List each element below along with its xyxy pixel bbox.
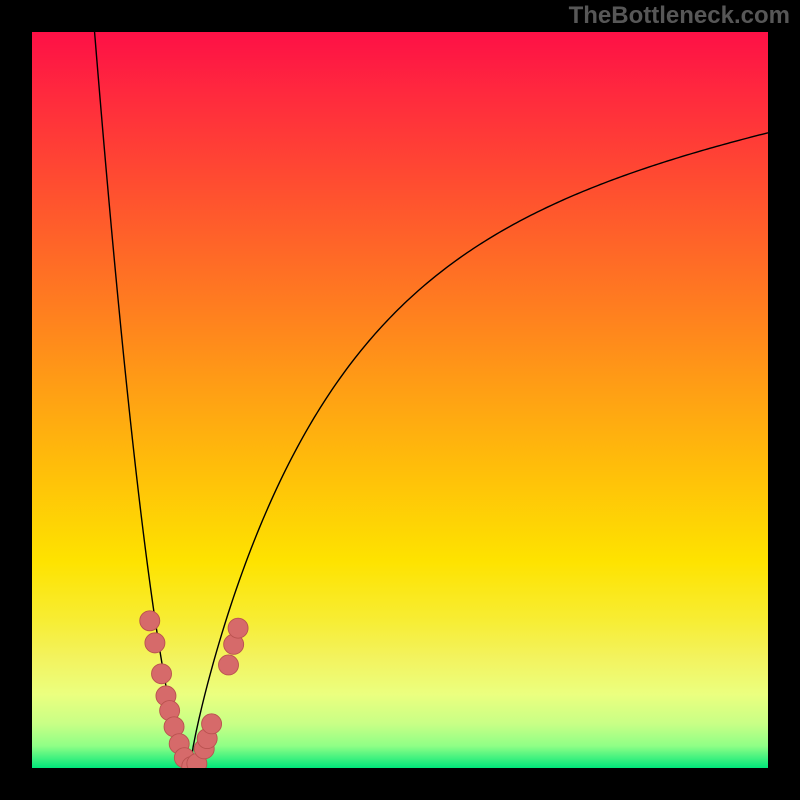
data-marker	[219, 655, 239, 675]
chart-svg	[32, 32, 768, 768]
plot-background	[32, 32, 768, 768]
data-marker	[228, 618, 248, 638]
data-marker	[152, 664, 172, 684]
data-marker	[145, 633, 165, 653]
plot-area	[32, 32, 768, 768]
chart-container: TheBottleneck.com	[0, 0, 800, 800]
data-marker	[202, 714, 222, 734]
watermark-text: TheBottleneck.com	[569, 2, 790, 30]
data-marker	[140, 611, 160, 631]
